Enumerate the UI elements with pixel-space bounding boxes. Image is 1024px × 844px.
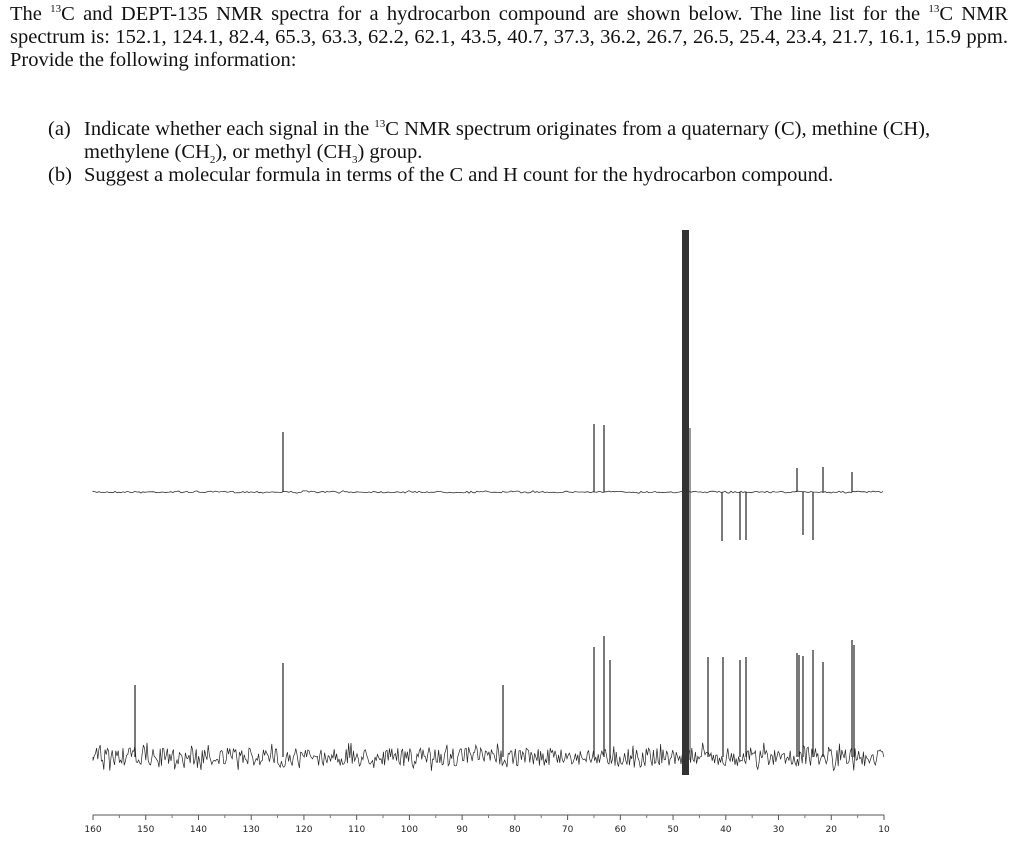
question-items: (a) Indicate whether each signal in the 1… [48,118,1008,187]
item-label: (a) [48,118,71,140]
carbon-baseline [92,742,885,772]
text-run: C and DEPT-135 NMR spectra for a hydroca… [61,3,929,25]
solvent-peak [682,230,689,775]
tick-label: 60 [615,825,627,835]
tick-label: 140 [190,825,207,835]
text-run: The [10,3,51,25]
tick-label: 10 [878,825,890,835]
tick-label: 70 [562,825,574,835]
text-run: Suggest a molecular formula in terms of … [84,164,834,186]
tick-label: 130 [243,825,260,835]
tick-label: 160 [84,825,101,835]
tick-label: 90 [456,825,468,835]
text-run: Indicate whether each signal in the [84,118,375,140]
tick-label: 50 [667,825,679,835]
tick-label: 110 [348,825,365,835]
tick-label: 100 [401,825,418,835]
tick-label: 150 [137,825,154,835]
tick-label: 40 [720,825,732,835]
tick-label: 120 [295,825,312,835]
tick-label: 80 [509,825,521,835]
text-run: C NMR spectrum is: 152.1, 124.1, 82.4, 6… [10,3,1008,71]
superscript: 13 [928,3,940,16]
dept-baseline [92,490,884,494]
text-run: ), or methyl (CH [215,141,352,163]
tick-label: 20 [826,825,838,835]
superscript: 13 [374,118,386,131]
superscript: 13 [50,3,62,16]
subscript: 2 [209,154,216,167]
text-run: C NMR spectrum originates from a quatern… [84,118,931,163]
question-item: (a) Indicate whether each signal in the 1… [48,118,1008,167]
tick-label: 30 [773,825,785,835]
question-intro: The 13C and DEPT-135 NMR spectra for a h… [10,3,1008,72]
item-label: (b) [48,164,72,186]
subscript: 3 [351,154,358,167]
text-run: ) group. [357,141,423,163]
question-item: (b) Suggest a molecular formula in terms … [48,164,1008,187]
